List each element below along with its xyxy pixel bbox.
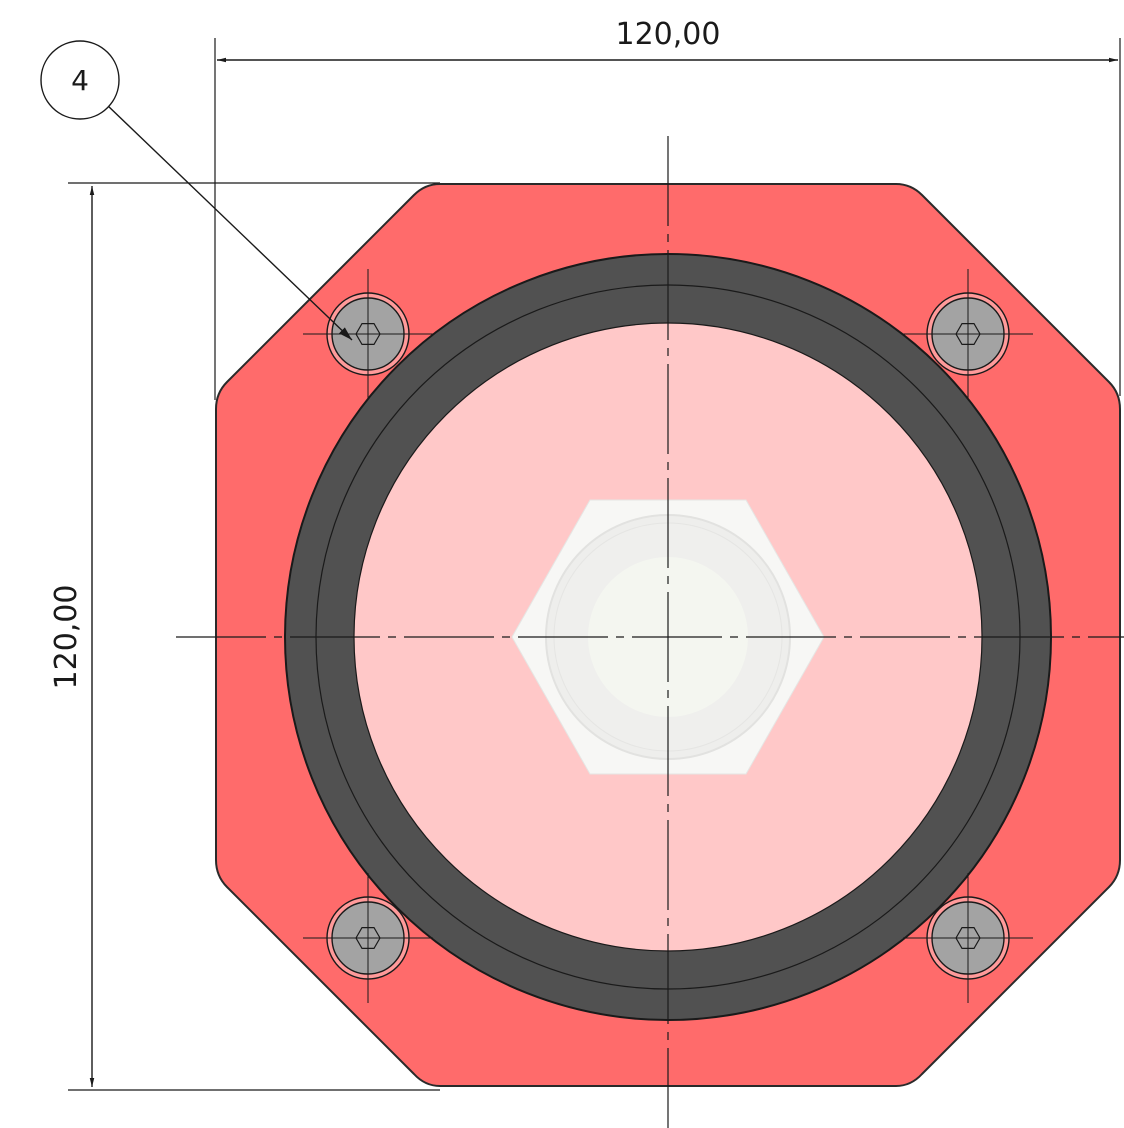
width-dimension: 120,00 (214, 17, 1121, 400)
height-dimension: 120,00 (49, 182, 440, 1091)
main-centerlines (176, 136, 1124, 1128)
width-dimension-label: 120,00 (616, 17, 721, 52)
height-dimension-label: 120,00 (49, 585, 84, 690)
balloon-callout: 4 (40, 40, 353, 341)
balloon-circle (40, 40, 120, 120)
balloon-number: 4 (71, 64, 89, 97)
balloon-leader-line (105, 103, 353, 341)
screw-centerlines (303, 269, 1033, 1003)
